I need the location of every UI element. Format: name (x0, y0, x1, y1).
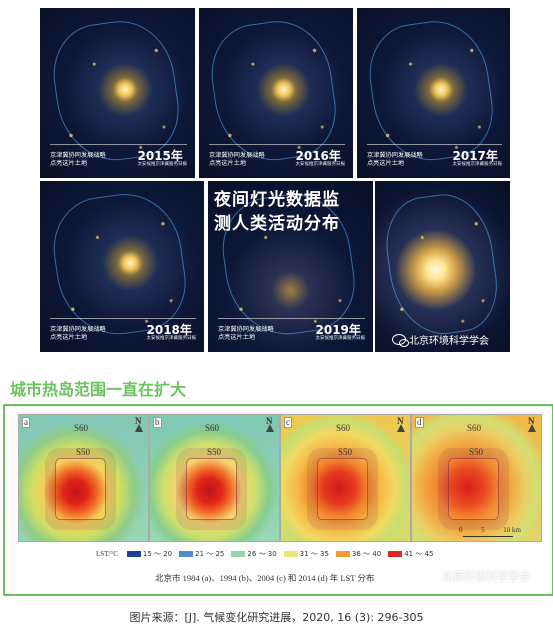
watermark-text: 北京环境科学学会 (442, 570, 530, 583)
watermark-top: 北京环境科学学会 (392, 332, 489, 347)
legend-label: 41 ～ 45 (404, 550, 434, 558)
panel-letter: b (153, 417, 162, 428)
caption-line-2: 点亮这片土地 (209, 160, 247, 167)
caption-line-2: 点亮这片土地 (367, 160, 405, 167)
headline-line-1: 夜间灯光数据监 (214, 190, 340, 210)
caption-sublabel: 太安候推京津冀服务日报 (295, 162, 346, 167)
watermark-text: 北京环境科学学会 (409, 336, 489, 347)
north-arrow-icon: N (397, 416, 405, 432)
heat-section-title: 城市热岛范围一直在扩大 (10, 380, 187, 399)
night-map-caption: 京津冀协同发展战略 点亮这片土地 2015年 太安候推京津冀服务日报 (50, 144, 187, 168)
caption-sublabel: 太安候推京津冀服务日报 (315, 336, 366, 341)
caption-line-1: 京津冀协同发展战略 (209, 152, 265, 159)
zone-label-s50: S50 (338, 447, 353, 457)
night-map-caption: 京津冀协同发展战略 点亮这片土地 2019年 太安候推京津冀服务日报 (218, 318, 365, 342)
legend-label: 31 ～ 35 (299, 550, 329, 558)
legend-swatch (126, 551, 141, 557)
wechat-icon (424, 570, 441, 584)
legend-swatch (335, 551, 350, 557)
legend-item: 26 ～ 30 (231, 549, 277, 559)
caption-sublabel: 太安候推京津冀服务日报 (137, 162, 188, 167)
legend-swatch (388, 551, 403, 557)
heat-caption: 北京市 1984 (a)、1994 (b)、2004 (c) 和 2014 (d… (155, 573, 375, 583)
legend-label: 15 ～ 20 (142, 550, 173, 558)
legend-item: 15 ～ 20 (126, 549, 173, 559)
caption-sublabel: 太安候推京津冀服务日报 (146, 336, 197, 341)
night-light-map-2015: 京津冀协同发展战略 点亮这片土地 2015年 太安候推京津冀服务日报 (40, 8, 195, 178)
scale-line (463, 536, 513, 537)
north-arrow-icon: N (266, 416, 274, 432)
zone-label-s50: S50 (469, 447, 484, 457)
scale-5: 5 (481, 526, 485, 534)
lst-map-a: a S60 S50 N (18, 414, 149, 542)
headline-line-2: 测人类活动分布 (214, 214, 340, 234)
scale-0: 0 (459, 526, 463, 534)
caption-line-1: 京津冀协同发展战略 (218, 326, 274, 333)
image-source-credit: 图片来源：[J]. 气候变化研究进展，2020, 16 (3): 296-305 (129, 611, 424, 624)
legend-label: 21 ～ 25 (195, 550, 225, 558)
zone-label-s60: S60 (205, 423, 220, 433)
caption-line-2: 点亮这片土地 (218, 334, 256, 341)
lst-map-b: b S60 S50 N (149, 414, 280, 542)
caption-sublabel: 太安候推京津冀服务日报 (452, 162, 503, 167)
caption-line-2: 点亮这片土地 (50, 160, 88, 167)
zone-label-s60: S60 (74, 423, 89, 433)
caption-line-1: 京津冀协同发展战略 (50, 152, 106, 159)
night-light-map-closeup (375, 181, 510, 352)
panel-letter: d (415, 417, 424, 428)
legend-item: 21 ～ 25 (179, 549, 224, 559)
legend-label: 26 ～ 30 (247, 550, 277, 558)
night-map-caption: 京津冀协同发展战略 点亮这片土地 2016年 太安候推京津冀服务日报 (209, 144, 345, 168)
night-light-map-2019: 京津冀协同发展战略 点亮这片土地 2019年 太安候推京津冀服务日报 (208, 181, 373, 352)
lst-map-d: d S60 S50 N (411, 414, 542, 542)
year-label: 2016年 (295, 149, 341, 163)
north-arrow-icon: N (135, 416, 143, 432)
legend-swatch (283, 551, 298, 557)
zone-label-s50: S50 (207, 447, 222, 457)
zone-label-s50: S50 (76, 447, 91, 457)
scale-bar: 0 5 10 km (459, 526, 521, 540)
panel-letter: a (22, 417, 30, 428)
caption-line-1: 京津冀协同发展战略 (367, 152, 423, 159)
zone-label-s60: S60 (467, 423, 482, 433)
caption-line-2: 点亮这片土地 (50, 334, 88, 341)
panel-letter: c (284, 417, 292, 428)
lst-legend: LST/°C 15 ～ 20 21 ～ 25 26 ～ 30 31 ～ 35 3… (96, 549, 433, 559)
night-light-map-2018: 京津冀协同发展战略 点亮这片土地 2018年 太安候推京津冀服务日报 (40, 181, 204, 352)
year-label: 2019年 (315, 323, 361, 337)
year-label: 2015年 (137, 149, 183, 163)
legend-swatch (231, 551, 246, 557)
lst-map-c: c S60 S50 N (280, 414, 411, 542)
year-label: 2018年 (146, 323, 192, 337)
north-arrow-icon: N (528, 416, 536, 432)
wechat-icon (392, 334, 409, 347)
legend-label: 36 ～ 40 (351, 550, 382, 558)
legend-item: 41 ～ 45 (388, 549, 433, 559)
zone-label-s60: S60 (336, 423, 351, 433)
night-light-headline: 夜间灯光数据监 测人类活动分布 (214, 188, 364, 236)
legend-swatch (179, 551, 194, 557)
night-map-caption: 京津冀协同发展战略 点亮这片土地 2018年 太安候推京津冀服务日报 (50, 318, 196, 342)
night-light-map-2016: 京津冀协同发展战略 点亮这片土地 2016年 太安候推京津冀服务日报 (199, 8, 353, 178)
watermark-bottom: 北京环境科学学会 (424, 568, 530, 584)
legend-item: 31 ～ 35 (283, 549, 329, 559)
caption-line-1: 京津冀协同发展战略 (50, 326, 106, 333)
scale-10km: 10 km (503, 526, 521, 534)
night-light-map-2017: 京津冀协同发展战略 点亮这片土地 2017年 太安候推京津冀服务日报 (357, 8, 510, 178)
night-map-caption: 京津冀协同发展战略 点亮这片土地 2017年 太安候推京津冀服务日报 (367, 144, 502, 168)
year-label: 2017年 (452, 149, 498, 163)
legend-title: LST/°C (96, 550, 118, 558)
legend-item: 36 ～ 40 (335, 549, 382, 559)
